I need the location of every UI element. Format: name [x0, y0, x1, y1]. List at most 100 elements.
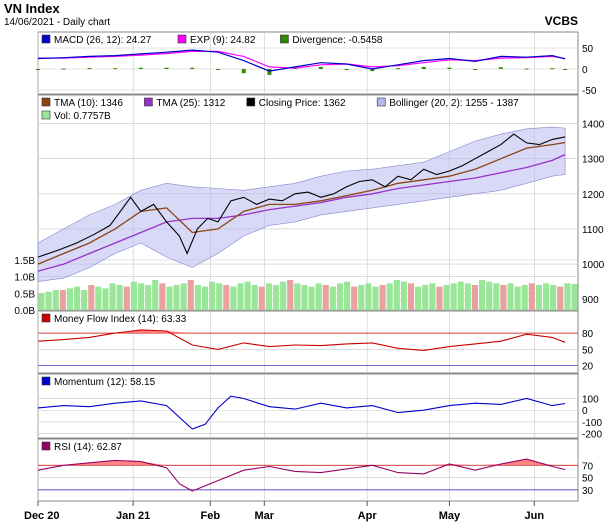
momentum-line — [37, 395, 566, 430]
brand-label: VCBS — [545, 14, 578, 28]
volume-bar — [429, 283, 436, 310]
macd-legend-0: MACD (26, 12): 24.27 — [54, 35, 152, 46]
momentum-swatch-0 — [41, 376, 51, 386]
volume-bar — [557, 286, 564, 310]
volume-bar — [166, 286, 173, 310]
volume-bar — [216, 283, 223, 310]
divergence-bar — [550, 68, 555, 70]
volume-bar — [81, 290, 88, 310]
x-label-6: Jun — [525, 510, 545, 522]
price-ytick-4: 1000 — [582, 260, 605, 271]
price-ytick-2: 1200 — [582, 190, 605, 201]
divergence-bar — [138, 67, 143, 69]
volume-legend-0: Vol: 0.7757B — [54, 111, 111, 122]
momentum-ytick-3: -200 — [582, 430, 602, 441]
volume-bar — [436, 286, 443, 310]
divergence-bar — [113, 68, 118, 70]
macd-legend-1: EXP (9): 24.82 — [190, 35, 256, 46]
volume-bar — [479, 280, 486, 310]
price-ytick-0: 1400 — [582, 120, 605, 131]
tma25-line — [37, 153, 566, 272]
volume-bar — [38, 293, 45, 310]
macd-panel: 50 0 -50 MACD (26, 12): 24.27 EXP (9): 24.82… — [36, 31, 597, 97]
volume-bar — [74, 286, 81, 310]
divergence-bar — [498, 67, 503, 69]
divergence-bar — [216, 69, 220, 70]
volume-bar — [180, 283, 187, 310]
momentum-ytick-0: 100 — [582, 395, 599, 406]
divergence-bar — [241, 69, 246, 74]
x-label-0: Dec 20 — [24, 510, 59, 522]
volume-bar — [209, 281, 216, 310]
volume-bar — [109, 283, 116, 310]
macd-ytick-0: 50 — [582, 44, 594, 55]
chart-title: VN Index — [4, 1, 60, 16]
volume-bar — [137, 283, 145, 310]
volume-bar — [230, 286, 237, 310]
volume-bar — [521, 285, 528, 310]
rsi-legend-0: RSI (14): 62.87 — [54, 442, 122, 453]
mfi-swatch-0 — [41, 313, 51, 323]
volume-bar — [365, 283, 372, 310]
volume-ytick-0: 1.5B — [14, 256, 35, 267]
volume-bar — [301, 285, 308, 310]
price-legend-3: Bollinger (20, 2): 1255 - 1387 — [389, 98, 519, 109]
chart-subtitle: 14/06/2021 - Daily chart — [4, 17, 110, 28]
rsi-line — [37, 458, 566, 492]
volume-bar — [535, 285, 542, 310]
mfi-legend-0: Money Flow Index (14): 63.33 — [54, 314, 187, 325]
price-ytick-5: 900 — [582, 295, 599, 306]
macd-swatch-2 — [280, 34, 289, 44]
momentum-ytick-1: 0 — [582, 406, 588, 417]
volume-bar — [351, 286, 358, 310]
volume-bar — [422, 285, 429, 310]
volume-ytick-3: 0.0B — [14, 306, 35, 317]
price-ytick-3: 1100 — [582, 225, 604, 236]
volume-bar — [493, 283, 500, 310]
tma10-line — [37, 141, 566, 265]
volume-bar — [407, 283, 415, 310]
volume-bar — [145, 285, 152, 310]
divergence-bar — [370, 69, 375, 72]
momentum-legend-0: Momentum (12): 58.15 — [54, 377, 156, 388]
volume-bar — [450, 283, 457, 310]
volume-bar — [471, 285, 479, 310]
volume-bar — [315, 283, 322, 310]
x-label-5: May — [439, 510, 461, 522]
mfi-ytick-1: 50 — [582, 345, 594, 356]
macd-line — [37, 49, 566, 72]
volume-bar — [443, 285, 450, 310]
volume-bar — [500, 285, 507, 310]
divergence-bar — [524, 68, 529, 70]
volume-bar — [244, 281, 251, 310]
volume-bar — [187, 280, 194, 310]
volume-bar — [415, 286, 422, 310]
x-axis: Dec 20 Jan 21 Feb Mar Apr May Jun — [24, 501, 544, 522]
volume-bar — [329, 286, 336, 310]
volume-bar — [457, 281, 464, 310]
volume-bar — [514, 286, 521, 310]
volume-bar — [308, 286, 315, 310]
volume-ytick-1: 1.0B — [14, 273, 35, 284]
rsi-ytick-2: 30 — [582, 486, 594, 497]
volume-bar — [265, 283, 272, 310]
divergence-bar — [190, 67, 195, 69]
price-panel: 1400 1300 1200 1100 1000 900 1.5B 1.0B 0.5B 0.0B T… — [14, 94, 605, 317]
volume-bar — [102, 288, 109, 310]
volume-bar — [88, 285, 95, 310]
macd-swatch-0 — [41, 34, 51, 44]
x-label-3: Mar — [255, 510, 275, 522]
volume-ytick-2: 0.5B — [14, 289, 35, 300]
volume-bar — [486, 281, 493, 310]
volume-bar — [400, 281, 407, 310]
price-swatch-3 — [376, 97, 386, 107]
divergence-bar — [396, 68, 400, 70]
momentum-ytick-2: -100 — [582, 418, 602, 429]
volume-bar — [116, 285, 123, 310]
volume-bar — [344, 281, 351, 310]
mfi-ytick-2: 20 — [582, 362, 594, 373]
volume-bar — [173, 285, 180, 310]
price-swatch-0 — [41, 97, 51, 107]
bollinger-band — [37, 126, 566, 282]
